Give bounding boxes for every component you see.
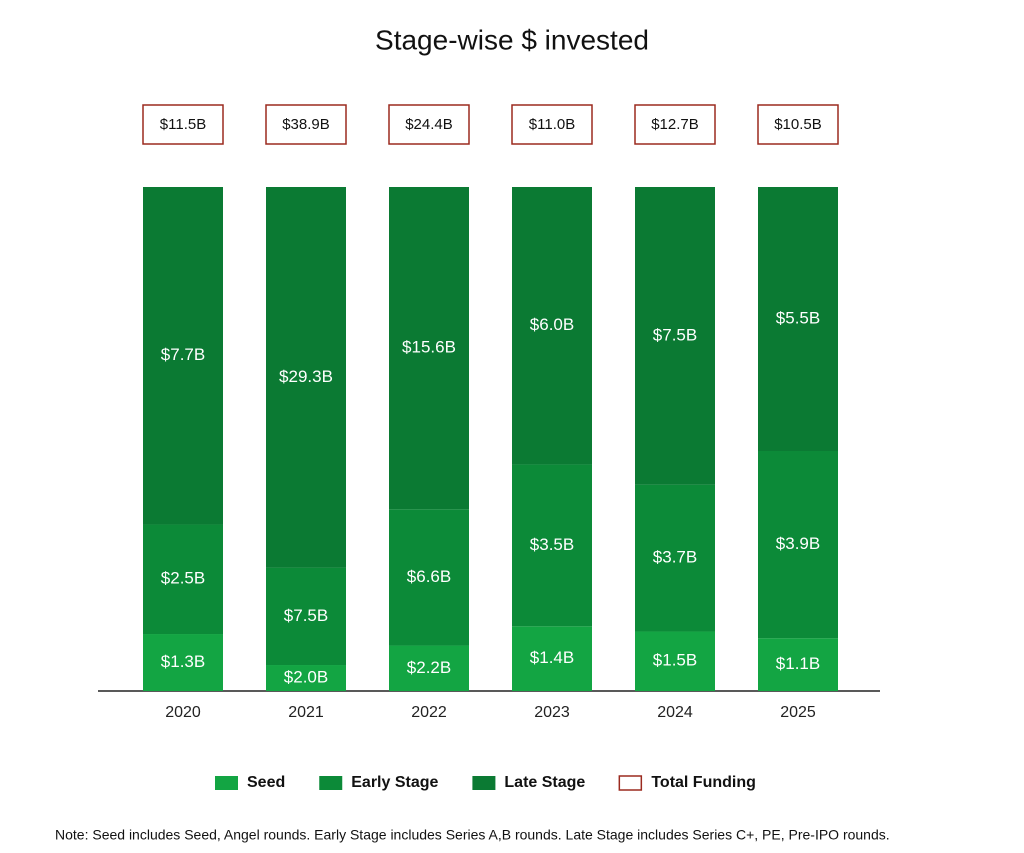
value-label: $15.6B <box>402 338 456 357</box>
legend-label: Seed <box>247 774 285 791</box>
x-tick-label: 2025 <box>780 704 816 721</box>
total-box <box>265 104 347 145</box>
total-box <box>757 104 839 145</box>
total-label: $12.7B <box>651 116 699 133</box>
value-label: $7.7B <box>161 345 205 364</box>
bar-segment <box>389 509 469 646</box>
total-label: $11.0B <box>529 116 575 133</box>
total-label: $10.5B <box>774 116 822 133</box>
bar-segment <box>758 187 838 451</box>
value-label: $29.3B <box>279 367 333 386</box>
total-box <box>634 104 716 145</box>
value-label: $1.1B <box>776 654 820 673</box>
total-label: $24.4B <box>405 116 453 133</box>
note: Note: Seed includes Seed, Angel rounds. … <box>55 827 890 843</box>
bar-segment <box>512 626 592 691</box>
value-label: $2.0B <box>284 667 328 686</box>
legend-swatch <box>618 775 643 791</box>
value-label: $6.0B <box>530 315 574 334</box>
value-label: $3.9B <box>776 534 820 553</box>
value-label: $6.6B <box>407 567 451 586</box>
legend-label: Early Stage <box>351 774 438 791</box>
value-label: $1.5B <box>653 651 697 670</box>
legend-label: Total Funding <box>651 774 756 791</box>
value-label: $1.3B <box>161 652 205 671</box>
bar-segment <box>389 645 469 691</box>
total-box <box>388 104 470 145</box>
bar-segment <box>143 187 223 525</box>
legend-swatch <box>472 776 496 790</box>
value-label: $1.4B <box>530 648 574 667</box>
bar-segment <box>266 187 346 568</box>
legend-label: Late Stage <box>504 774 585 791</box>
bar-segment <box>635 484 715 632</box>
bar-segment <box>143 524 223 635</box>
value-label: $2.2B <box>407 658 451 677</box>
value-label: $3.5B <box>530 535 574 554</box>
bar-segment <box>635 631 715 691</box>
bar-segment <box>266 665 346 691</box>
bar-segment <box>758 638 838 691</box>
bar-segment <box>266 567 346 666</box>
x-tick-label: 2020 <box>165 704 201 721</box>
legend-swatch <box>215 776 238 790</box>
total-box <box>142 104 224 145</box>
total-label: $11.5B <box>160 116 206 133</box>
value-label: $3.7B <box>653 548 697 567</box>
value-label: $7.5B <box>653 325 697 344</box>
total-box <box>511 104 593 145</box>
bar-segment <box>512 464 592 627</box>
value-label: $7.5B <box>284 606 328 625</box>
x-tick-label: 2022 <box>411 704 447 721</box>
bar-segment <box>389 187 469 510</box>
bar-segment <box>512 187 592 465</box>
bar-segment <box>635 187 715 485</box>
x-tick-label: 2021 <box>288 704 324 721</box>
value-label: $5.5B <box>776 308 820 327</box>
chart-title: Stage-wise $ invested <box>375 24 649 55</box>
legend-swatch <box>319 776 343 790</box>
value-label: $2.5B <box>161 569 205 588</box>
x-tick-label: 2024 <box>657 704 693 721</box>
bar-segment <box>143 634 223 691</box>
total-label: $38.9B <box>282 116 330 133</box>
bar-segment <box>758 451 838 639</box>
x-tick-label: 2023 <box>534 704 570 721</box>
